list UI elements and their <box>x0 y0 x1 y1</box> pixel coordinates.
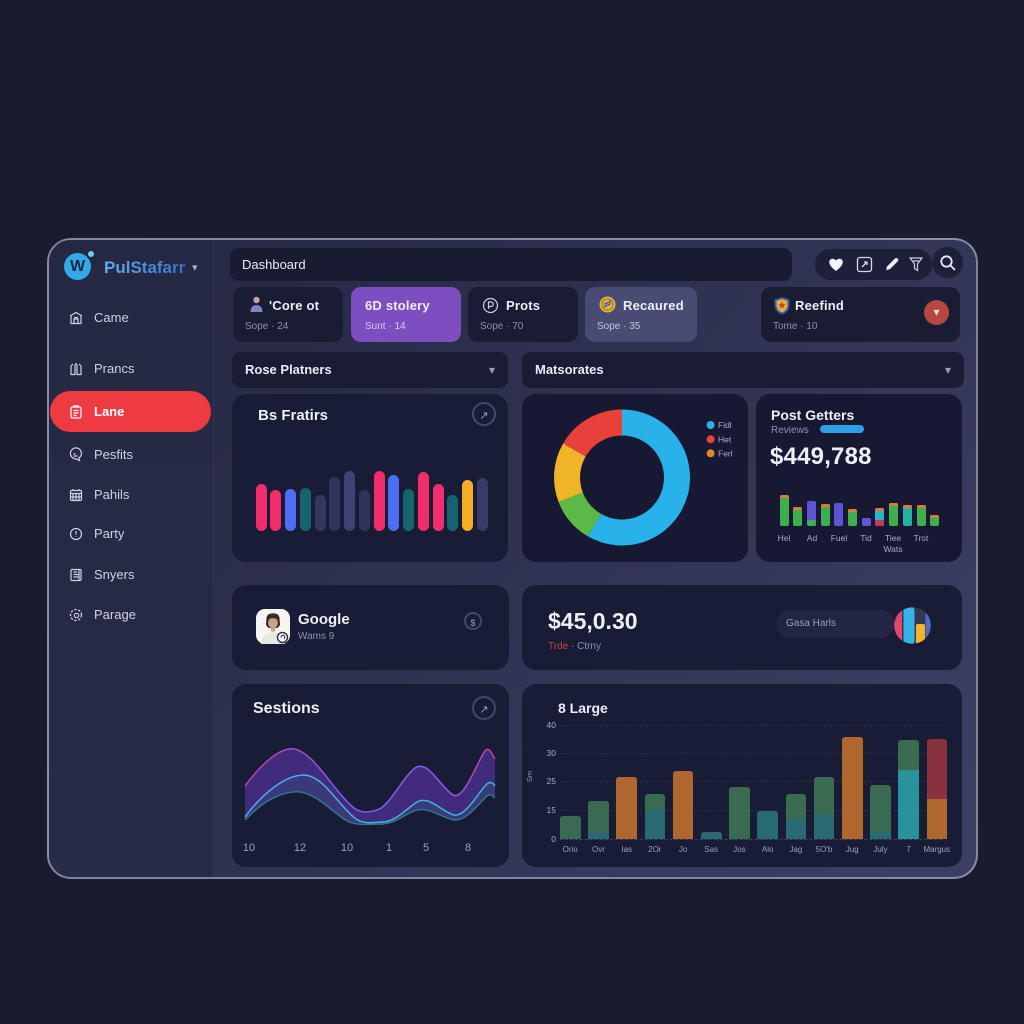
svg-text:Fidl: Fidl <box>718 420 732 430</box>
svg-text:Ferl: Ferl <box>718 448 733 458</box>
svg-text:Het: Het <box>718 434 732 444</box>
